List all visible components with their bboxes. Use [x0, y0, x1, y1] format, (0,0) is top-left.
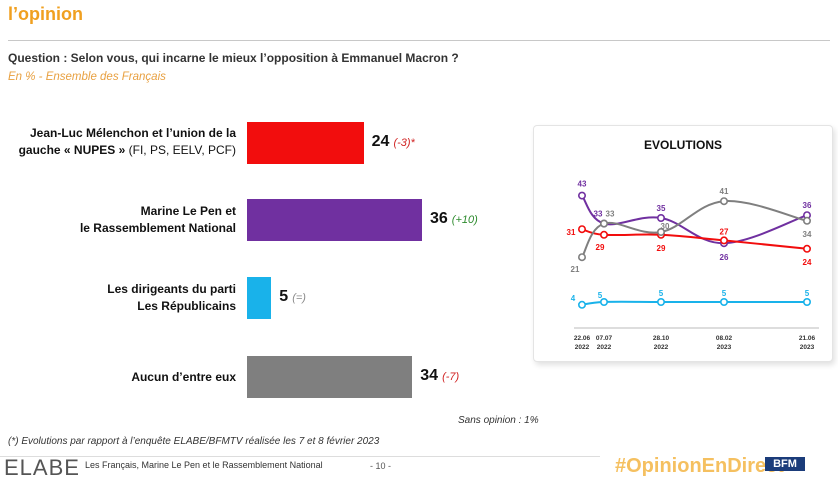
footer-survey-title: Les Français, Marine Le Pen et le Rassem…	[85, 460, 323, 470]
series-1-point-3	[657, 214, 666, 223]
evolution-label-3: (=)	[292, 292, 306, 304]
series-3-data-label-1: 21	[571, 265, 580, 274]
series-line-1	[581, 194, 808, 245]
series-3-point-1	[577, 253, 586, 262]
category-label-3: Les dirigeants du parti Les Républicains	[107, 282, 236, 313]
series-1-data-label-3: 35	[657, 204, 666, 213]
evolution-label-4: (-7)	[442, 371, 460, 383]
page-number: - 10 -	[370, 461, 392, 471]
x-tick-label-4: 2023	[717, 344, 732, 351]
series-3-point-2	[600, 219, 609, 228]
footnote: (*) Evolutions par rapport à l’enquête E…	[8, 436, 380, 447]
series-4-point-4	[720, 298, 729, 307]
series-2-point-4	[720, 236, 729, 245]
series-4-data-label-1: 4	[571, 294, 576, 303]
bar-value-label-1: 24 (-3)*	[371, 133, 415, 150]
bar-4	[247, 356, 413, 398]
footer-divider	[0, 456, 600, 457]
series-4-point-5	[802, 298, 811, 307]
footer-hashtag: #OpinionEnDirect	[615, 455, 784, 477]
chart-subtitle: En % - Ensemble des Français	[8, 71, 166, 83]
series-1-data-label-5: 36	[803, 201, 812, 210]
bfm-logo: BFM	[765, 457, 805, 471]
series-3-data-label-5: 34	[803, 230, 812, 239]
series-4-data-label-5: 5	[805, 289, 810, 298]
page-title: l’opinion	[8, 4, 83, 24]
x-tick-label-1: 2022	[575, 344, 590, 351]
evolutions-line-chart: 22.06 2022 07.07 2022 28.10 2022 08.02 2023 21.0…	[567, 180, 819, 351]
series-1-point-1	[577, 191, 586, 200]
x-tick-label-2: 07.07	[596, 335, 613, 342]
series-3-data-label-2: 33	[606, 210, 615, 219]
bar-value-label-2: 36 (+10)	[430, 210, 478, 227]
series-2-data-label-2: 29	[596, 243, 605, 252]
bar-2	[247, 199, 422, 241]
evolution-label-1: (-3)*	[393, 137, 415, 149]
series-4-data-label-4: 5	[722, 289, 727, 298]
series-2-data-label-5: 24	[803, 258, 812, 267]
series-1-data-label-4: 26	[720, 253, 729, 262]
series-2-point-2	[600, 230, 609, 239]
question-text: Question : Selon vous, qui incarne le mi…	[8, 51, 459, 65]
series-1-data-label-1: 43	[578, 180, 587, 189]
elabe-logo: ELABE	[4, 455, 80, 480]
x-tick-label-4: 08.02	[716, 335, 733, 342]
series-4-data-label-2: 5	[598, 291, 603, 300]
title-divider	[8, 40, 830, 41]
evolution-label-2: (+10)	[451, 214, 478, 226]
series-4-point-3	[657, 298, 666, 307]
category-label-4: Aucun d’entre eux	[131, 369, 236, 384]
series-line-4	[581, 300, 807, 306]
x-tick-label-1: 22.06	[574, 335, 591, 342]
evolutions-panel: EVOLUTIONS 22.06 2022 07.07 2022 28.10 2022 08…	[533, 125, 833, 362]
x-tick-label-2: 2022	[597, 344, 612, 351]
evolutions-title: EVOLUTIONS	[643, 138, 722, 152]
bar-value-label-4: 34 (-7)	[420, 367, 460, 384]
x-tick-label-5: 2023	[800, 344, 815, 351]
bar-3	[247, 277, 272, 319]
series-2-data-label-1: 31	[567, 228, 576, 237]
x-tick-label-3: 28.10	[653, 335, 670, 342]
x-tick-label-5: 21.06	[799, 335, 816, 342]
series-1-data-label-2: 33	[594, 210, 603, 219]
series-line-2	[581, 228, 808, 250]
bar-1	[247, 122, 364, 164]
series-3-data-label-4: 41	[720, 187, 729, 196]
series-3-point-3	[657, 228, 666, 237]
series-4-point-2	[600, 298, 609, 307]
x-tick-label-3: 2022	[654, 344, 669, 351]
series-3-data-label-3: 30	[661, 222, 670, 231]
no-opinion-note: Sans opinion : 1%	[458, 415, 539, 426]
series-2-point-5	[802, 244, 811, 253]
series-4-data-label-3: 5	[659, 289, 664, 298]
series-3-point-4	[720, 197, 729, 206]
bar-value-label-3: 5 (=)	[279, 288, 306, 305]
bar-chart: Jean-Luc Mélenchon et l’union de la gauch…	[18, 122, 478, 398]
series-2-data-label-4: 27	[720, 227, 729, 236]
series-2-point-1	[577, 225, 586, 234]
series-4-point-1	[577, 300, 586, 309]
series-3-point-5	[802, 216, 811, 225]
series-2-data-label-3: 29	[657, 244, 666, 253]
category-label-2: Marine Le Pen et le Rassemblement Nationa…	[79, 204, 236, 235]
category-label-1: Jean-Luc Mélenchon et l’union de la gauch…	[18, 126, 236, 157]
